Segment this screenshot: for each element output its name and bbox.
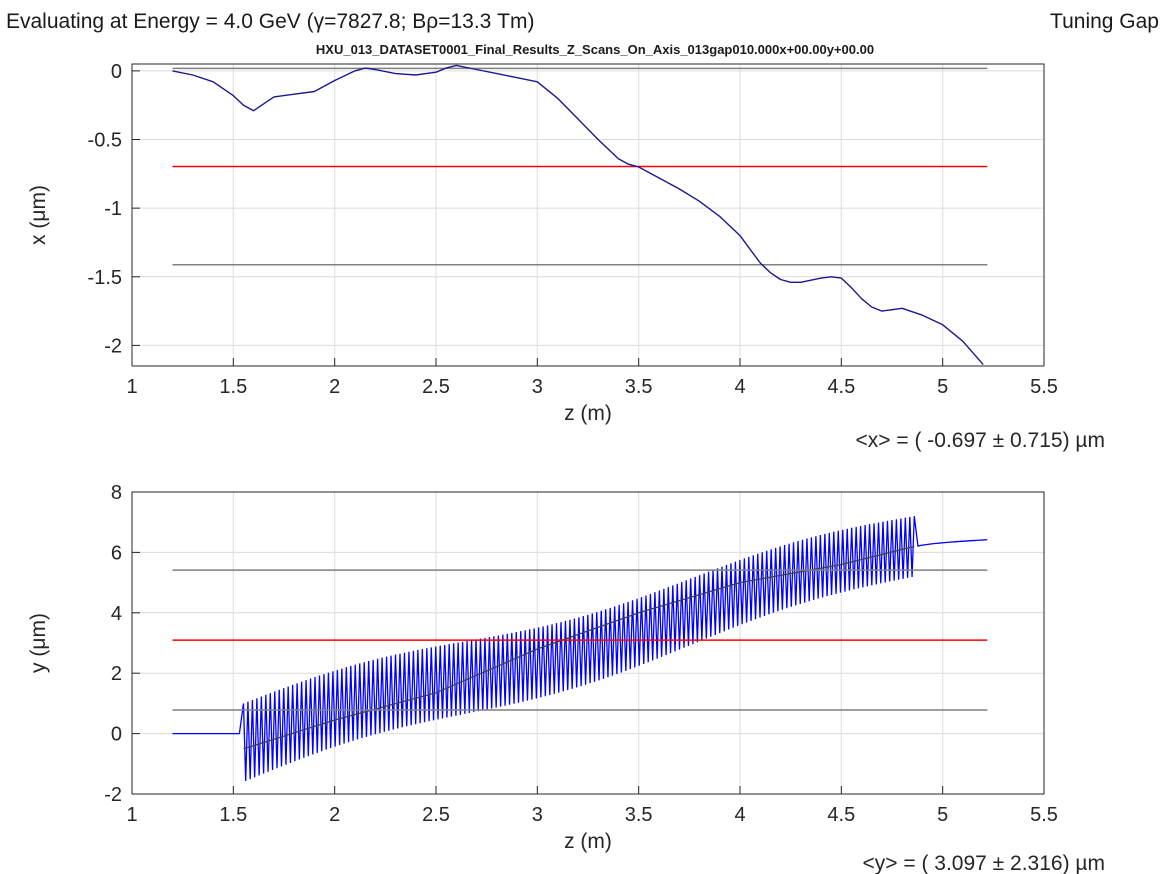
x-plot-xtick-label: 4 bbox=[734, 376, 745, 398]
x-trajectory-plot: 1 1.5 2 2.5 3 3.5 4 4.5 5 5.50-0.5-1-1.5-2 z (m) … bbox=[27, 61, 1105, 452]
y-plot-ytick-label: -2 bbox=[104, 784, 122, 806]
y-plot-xtick-label: 3 bbox=[532, 804, 543, 826]
x-plot-series bbox=[172, 64, 988, 366]
x-plot-xlabel: z (m) bbox=[564, 402, 612, 425]
x-plot-xtick-label: 3.5 bbox=[625, 376, 653, 398]
x-plot-xtick-label: 4.5 bbox=[827, 376, 855, 398]
x-trajectory-line bbox=[172, 64, 984, 366]
y-plot-xtick-label: 2 bbox=[329, 804, 340, 826]
x-plot-xtick-label: 5 bbox=[937, 376, 948, 398]
y-plot-frame bbox=[131, 491, 1045, 795]
y-trajectory-plot: 1 1.5 2 2.5 3 3.5 4 4.5 5 5.5 8 6 4 2 0 -2 z (m) y (μm)… bbox=[27, 482, 1105, 874]
x-plot-xtick-label: 2.5 bbox=[422, 376, 450, 398]
y-plot-ytick-label: 0 bbox=[111, 724, 122, 746]
x-plot-xtick-label: 2 bbox=[329, 376, 340, 398]
y-plot-xtick-label: 4 bbox=[734, 804, 745, 826]
x-mean-summary: <x> = ( -0.697 ± 0.715) µm bbox=[856, 429, 1106, 452]
x-plot-grid bbox=[131, 64, 1045, 366]
y-plot-ytick-label: 8 bbox=[111, 482, 122, 504]
x-plot-ytick-label: -1.5 bbox=[88, 267, 122, 289]
y-plot-ytick-label: 6 bbox=[111, 542, 122, 564]
y-plot-xtick-label: 3.5 bbox=[625, 804, 653, 826]
x-plot-frame bbox=[131, 63, 1045, 367]
energy-header: Evaluating at Energy = 4.0 GeV (γ=7827.8… bbox=[6, 10, 535, 33]
x-plot-xtick-label: 3 bbox=[532, 376, 543, 398]
x-plot-ticks: 1 1.5 2 2.5 3 3.5 4 4.5 5 5.5 0 -0.5 -1 -1.5 -2 bbox=[88, 61, 1058, 398]
x-plot-ytick-label: -2 bbox=[104, 335, 122, 357]
x-plot-xtick-label: 1 bbox=[126, 376, 137, 398]
x-plot-ytick-label: 0 bbox=[111, 61, 122, 83]
x-plot-xtick-label: 1.5 bbox=[219, 376, 247, 398]
y-mean-summary: <y> = ( 3.097 ± 2.316) µm bbox=[862, 852, 1105, 874]
x-plot-ytick-label: -0.5 bbox=[88, 130, 122, 152]
y-plot-xtick-label: 1.5 bbox=[219, 804, 247, 826]
y-plot-ytick-label: 2 bbox=[111, 663, 122, 685]
y-plot-xtick-label: 5.5 bbox=[1030, 804, 1058, 826]
x-plot-ytick-label: -1 bbox=[104, 198, 122, 220]
mode-label: Tuning Gap bbox=[1050, 10, 1159, 33]
x-plot-background bbox=[132, 64, 1044, 366]
y-plot-ticks: 1 1.5 2 2.5 3 3.5 4 4.5 5 5.5 8 6 4 2 0 -2 bbox=[104, 482, 1058, 826]
y-plot-ytick-label: 4 bbox=[111, 603, 122, 625]
y-plot-xtick-label: 4.5 bbox=[827, 804, 855, 826]
y-plot-ylabel: y (μm) bbox=[27, 613, 50, 673]
y-plot-series bbox=[172, 516, 988, 782]
y-plot-xlabel: z (m) bbox=[564, 830, 612, 853]
y-plot-xtick-label: 5 bbox=[937, 804, 948, 826]
dataset-title: HXU_013_DATASET0001_Final_Results_Z_Scan… bbox=[316, 42, 874, 57]
x-plot-ylabel: x (μm) bbox=[27, 185, 50, 245]
y-plot-xtick-label: 1 bbox=[126, 804, 137, 826]
y-oscillating-trajectory-line bbox=[172, 516, 988, 782]
x-plot-xtick-label: 5.5 bbox=[1030, 376, 1058, 398]
y-plot-background bbox=[132, 492, 1044, 794]
y-plot-xtick-label: 2.5 bbox=[422, 804, 450, 826]
